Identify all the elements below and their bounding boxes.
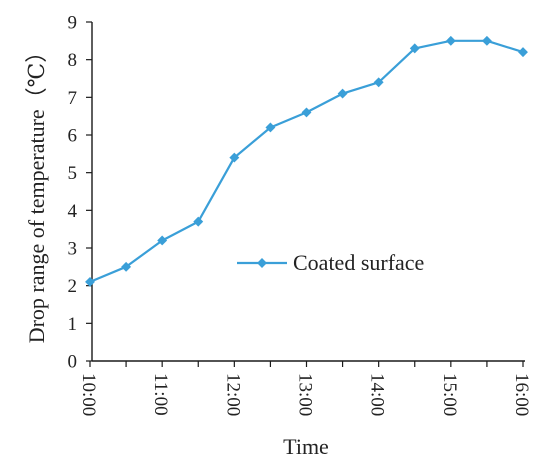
y-tick-label: 2	[68, 276, 78, 297]
y-axis-ticks: 0 1 2 3 4 5 6 7 8 9	[68, 13, 92, 373]
x-tick-label: 10:00	[78, 373, 99, 416]
x-axis-title: Time	[283, 434, 329, 459]
data-point	[157, 235, 168, 246]
y-tick-label: 4	[68, 201, 78, 222]
data-point	[229, 152, 240, 163]
x-axis-ticks: 10:00 11:00 12:00 13:00 14:00 15:00 16:00	[78, 361, 532, 416]
x-tick-label: 16:00	[511, 373, 532, 416]
y-tick-label: 6	[68, 126, 78, 147]
legend: Coated surface	[237, 250, 424, 275]
data-point	[481, 35, 492, 46]
series-layer	[85, 35, 528, 287]
data-point	[193, 216, 204, 227]
x-tick-label: 11:00	[150, 373, 171, 416]
x-tick-label: 14:00	[367, 373, 388, 416]
legend-marker-diamond	[257, 258, 267, 268]
data-point	[301, 107, 312, 118]
y-tick-label: 7	[68, 88, 78, 109]
y-tick-label: 9	[68, 13, 78, 34]
series-line	[89, 39, 524, 283]
x-tick-label: 12:00	[222, 373, 243, 416]
data-point	[337, 88, 348, 99]
y-tick-label: 1	[68, 314, 78, 335]
x-tick-label: 15:00	[439, 373, 460, 416]
y-tick-label: 5	[68, 163, 78, 184]
legend-label: Coated surface	[293, 250, 424, 275]
x-tick-label: 13:00	[295, 373, 316, 416]
data-point	[518, 47, 528, 58]
y-tick-label: 8	[68, 50, 78, 71]
y-tick-label: 0	[68, 352, 78, 373]
y-tick-label: 3	[68, 239, 78, 260]
data-point	[445, 35, 456, 46]
y-axis-title: Drop range of temperature（℃）	[24, 41, 49, 344]
